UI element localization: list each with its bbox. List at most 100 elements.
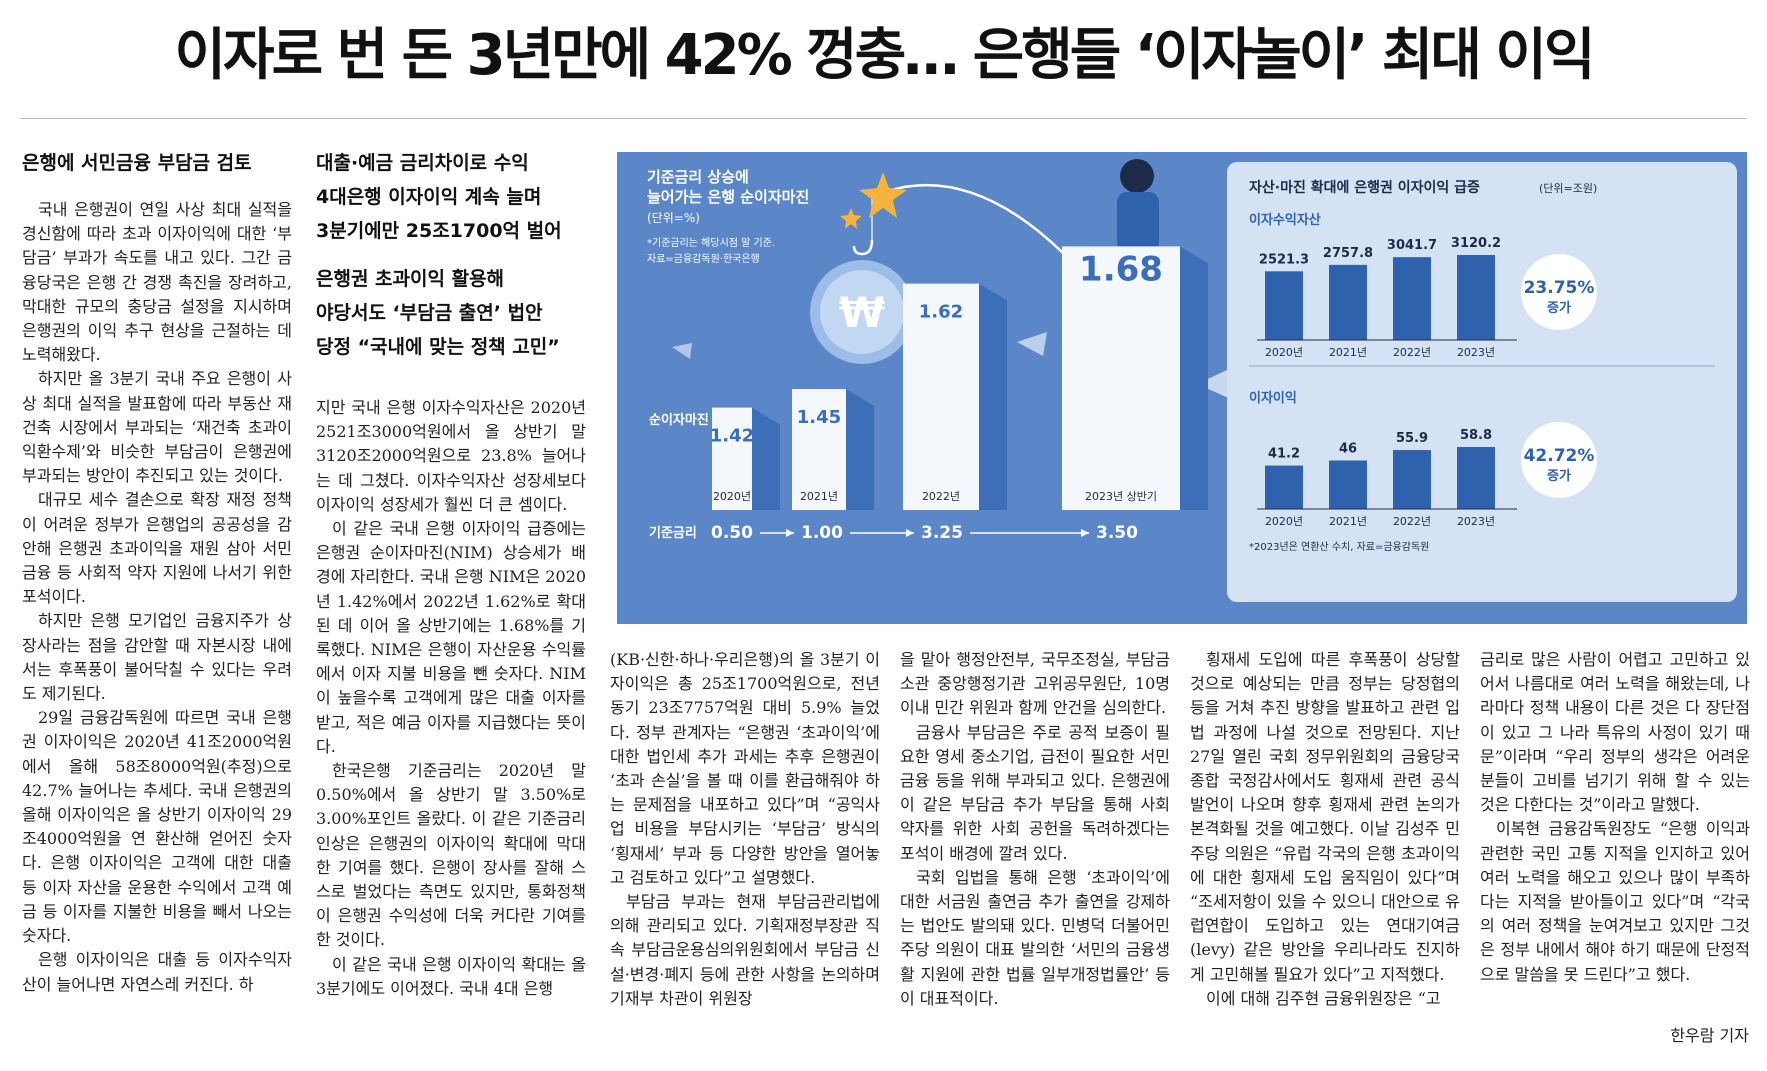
nim-axis-label: 순이자마진	[649, 412, 709, 428]
bar-year-label: 2021년	[1329, 346, 1367, 359]
paper-icon	[1197, 370, 1233, 400]
paragraph: 금리로 많은 사람이 어렵고 고민하고 있어서 나름대로 여러 노력을 해왔는데…	[1480, 650, 1750, 815]
article-column-4: 을 맡아 행정안전부, 국무조정실, 부담금 소관 중앙행정기관 고위공무원단,…	[900, 648, 1170, 1011]
bar	[1457, 255, 1495, 340]
bar-year-label: 2022년	[1393, 515, 1431, 528]
bar	[1265, 465, 1303, 509]
person-body	[1117, 192, 1159, 252]
paragraph: 한국은행 기준금리는 2020년 말 0.50%에서 올 상반기 말 3.50%…	[316, 761, 586, 950]
paragraph: 지만 국내 은행 이자수익자산은 2020년 2521조3000억원에서 올 상…	[316, 398, 586, 514]
bar	[1393, 450, 1431, 509]
bar-year-label: 2021년	[1329, 515, 1367, 528]
paragraph: 국내 은행권이 연일 사상 최대 실적을 경신함에 따라 초과 이자이익에 대한…	[22, 200, 292, 365]
bar-value-label: 58.8	[1460, 428, 1492, 443]
left-chart-title: 기준금리 상승에	[647, 168, 749, 186]
paragraph: 국회 입법을 통해 은행 ‘초과이익’에 대한 서금원 출연금 추가 출연을 강…	[900, 867, 1170, 1008]
nim-bar	[792, 389, 846, 510]
subhead-line: 대출·예금 금리차이로 수익	[316, 152, 529, 174]
base-rate-row: 0.50 1.00 3.25 3.50	[711, 523, 1138, 543]
bar	[1329, 264, 1367, 340]
subhead-line: 야당서도 ‘부담금 출연’ 법안	[316, 302, 543, 324]
paper-icon	[1017, 332, 1047, 356]
nim-bars: 1.42 2020년 1.45 2021년 1.62 2022년 1.68 2023년 상반기	[710, 246, 1208, 510]
bar-value-label: 2521.3	[1259, 252, 1309, 267]
base-rate-value: 3.25	[921, 523, 963, 543]
nim-bar	[1062, 246, 1180, 510]
nim-bar-side	[979, 283, 1007, 510]
left-chart-title: 늘어가는 은행 순이자마진	[647, 188, 809, 206]
headline: 이자로 번 돈 3년만에 42% 껑충… 은행들 ‘이자놀이’ 최대 이익	[174, 23, 1596, 88]
infographic: ₩ 기준금리 상승에 늘어가는 은행 순이자마진 (단위=%) *기준금리는 해…	[617, 152, 1747, 624]
article-column-3: (KB·신한·하나·우리은행)의 올 3분기 이자이익은 총 25조1700억원…	[610, 648, 880, 1011]
paragraph: 은행 이자이익은 대출 등 이자수익자산이 늘어나면 자연스레 커진다. 하	[22, 950, 292, 994]
nim-bar	[903, 283, 979, 510]
right-panel	[1227, 162, 1737, 602]
bar	[1393, 257, 1431, 340]
bar-value-label: 2757.8	[1323, 246, 1373, 261]
asset-growth-value: 23.75%	[1524, 278, 1595, 298]
bar-year-label: 2023년	[1457, 515, 1495, 528]
won-symbol: ₩	[839, 288, 885, 337]
paragraph: 이복현 금융감독원장도 “은행 이익과 관련한 국민 고통 지적을 인지하고 있…	[1480, 819, 1750, 984]
nim-bar-side	[1180, 246, 1208, 510]
subhead-line: 3분기에만 25조1700억 벌어	[316, 220, 562, 242]
subhead-right: 대출·예금 금리차이로 수익 4대은행 이자이익 계속 늘며 3분기에만 25조…	[316, 146, 586, 364]
subhead-line: 은행권 초과이익 활용해	[316, 268, 505, 290]
nim-year-label: 2021년	[800, 490, 838, 503]
paragraph: 하지만 은행 모기업인 금융지주가 상장사라는 점을 감안할 때 자본시장 내에…	[22, 611, 292, 704]
nim-year-label: 2020년	[713, 490, 751, 503]
bar	[1457, 447, 1495, 509]
base-rate-value: 3.50	[1096, 523, 1138, 543]
base-rate-value: 1.00	[801, 523, 843, 543]
article-column-1: 국내 은행권이 연일 사상 최대 실적을 경신함에 따라 초과 이자이익에 대한…	[22, 198, 292, 997]
paragraph: 29일 금융감독원에 따르면 국내 은행권 이자이익은 2020년 41조200…	[22, 708, 292, 946]
star-icon	[840, 208, 862, 229]
paragraph: 을 맡아 행정안전부, 국무조정실, 부담금 소관 중앙행정기관 고위공무원단,…	[900, 650, 1170, 718]
paragraph: 부담금 부과는 현재 부담금관리법에 의해 관리되고 있다. 기획재정부장관 직…	[610, 892, 880, 1008]
arrow-head-icon	[906, 529, 914, 537]
asset-bars: 2521.3 2020년 2757.8 2021년 3041.7 2022년 3120.2 2…	[1257, 236, 1517, 359]
base-rate-value: 0.50	[711, 523, 753, 543]
nim-bar-side	[846, 389, 874, 510]
bar-value-label: 46	[1339, 441, 1357, 456]
paragraph: 이 같은 국내 은행 이자이익 급증에는 은행권 순이자마진(NIM) 상승세가…	[316, 519, 586, 756]
bar-value-label: 3120.2	[1451, 236, 1501, 251]
left-chart-unit: (단위=%)	[647, 211, 700, 225]
income-growth-badge	[1521, 422, 1597, 498]
paragraph: 이에 대해 김주현 금융위원장은 “고	[1206, 988, 1441, 1008]
income-growth-word: 증가	[1547, 469, 1571, 484]
asset-growth-badge	[1521, 254, 1597, 330]
hook-icon	[852, 239, 874, 256]
left-chart-note: *기준금리는 해당시점 말 기준.	[647, 236, 775, 249]
left-chart-note: 자료=금융감독원·한국은행	[647, 253, 760, 265]
income-bars: 41.2 2020년 46 2021년 55.9 2022년 58.8 2023년	[1257, 428, 1517, 528]
nim-year-label: 2023년 상반기	[1085, 490, 1157, 503]
nim-value-label: 1.45	[797, 407, 841, 428]
article-column-6: 금리로 많은 사람이 어렵고 고민하고 있어서 나름대로 여러 노력을 해왔는데…	[1480, 648, 1750, 987]
article-column-5: 횡재세 도입에 따른 후폭풍이 상당할 것으로 예상되는 만큼 정부는 당정협의…	[1190, 648, 1460, 1011]
nim-bar-side	[752, 407, 780, 510]
paragraph: 하지만 올 3분기 국내 주요 은행이 사상 최대 실적을 발표함에 따라 부동…	[22, 369, 292, 486]
nim-value-label: 1.42	[710, 426, 754, 447]
arrow-head-icon	[786, 529, 794, 537]
paper-icon	[672, 343, 692, 359]
right-panel-note: *2023년은 연환산 수치, 자료=금융감독원	[1249, 541, 1429, 553]
subhead-left: 은행에 서민금융 부담금 검토	[22, 152, 252, 174]
bar-year-label: 2022년	[1393, 346, 1431, 359]
asset-chart-label: 이자수익자산	[1249, 212, 1321, 228]
paragraph: 이 같은 국내 은행 이자이익 확대는 올 3분기에도 이어졌다. 국내 4대 …	[316, 954, 586, 998]
nim-value-label: 1.62	[919, 302, 963, 323]
headline-rule	[20, 118, 1747, 119]
income-chart-label: 이자이익	[1249, 390, 1297, 406]
base-rate-label: 기준금리	[649, 525, 697, 541]
paragraph: 횡재세 도입에 따른 후폭풍이 상당할 것으로 예상되는 만큼 정부는 당정협의…	[1190, 650, 1460, 984]
income-growth-value: 42.72%	[1524, 446, 1595, 466]
nim-year-label: 2022년	[922, 490, 960, 503]
bar-value-label: 3041.7	[1387, 238, 1437, 253]
star-icon	[859, 172, 907, 218]
subhead-line: 4대은행 이자이익 계속 늘며	[316, 186, 542, 208]
byline: 한우람 기자	[1670, 1026, 1749, 1045]
asset-growth-word: 증가	[1547, 301, 1571, 316]
nim-value-label: 1.68	[1079, 249, 1163, 289]
bar	[1329, 460, 1367, 509]
